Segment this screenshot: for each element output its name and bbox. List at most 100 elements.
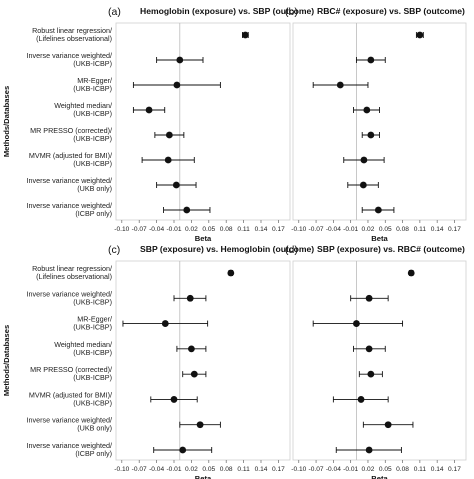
point-estimate — [241, 31, 249, 39]
x-tick-label: -0.10 — [114, 226, 129, 233]
method-label-line-1: Inverse variance weighted/ — [27, 176, 113, 185]
point-estimate — [145, 106, 153, 114]
x-tick-label: -0.07 — [132, 466, 147, 473]
x-tick-label: 0.17 — [448, 226, 461, 233]
y-axis-label: Methods/Databases — [2, 86, 11, 157]
point-estimate — [365, 446, 373, 454]
method-label-line-2: (UKB only) — [77, 184, 112, 193]
panel-title: SBP (exposure) vs. RBC# (outcome) — [317, 244, 465, 254]
method-label-line-1: MR-Egger/ — [77, 76, 112, 85]
x-tick-label: 0.17 — [448, 466, 461, 473]
method-label-line-1: Robust linear regression/ — [32, 264, 112, 273]
x-tick-label: 0.14 — [431, 466, 444, 473]
method-label-line-1: Inverse variance weighted/ — [27, 201, 113, 210]
x-tick-label: -0.10 — [291, 466, 306, 473]
method-label: MVMR (adjusted for BMI)/(UKB-ICBP) — [29, 390, 112, 407]
x-tick-label: -0.01 — [343, 466, 358, 473]
method-label: Inverse variance weighted/(ICBP only) — [27, 201, 113, 218]
x-tick-label: 0.14 — [431, 226, 444, 233]
method-label-line-1: Inverse variance weighted/ — [27, 416, 113, 425]
x-tick-label: 0.14 — [255, 226, 268, 233]
method-label: Inverse variance weighted/(UKB-ICBP) — [27, 51, 113, 68]
method-label: Inverse variance weighted/(UKB-ICBP) — [27, 289, 113, 306]
point-estimate — [336, 81, 344, 89]
x-tick-label: 0.17 — [272, 226, 285, 233]
method-label: Weighted median/(UKB-ICBP) — [54, 340, 112, 357]
point-estimate — [164, 156, 172, 164]
x-tick-label: -0.01 — [343, 226, 358, 233]
method-label: Robust linear regression/(Lifelines obse… — [32, 264, 112, 281]
x-tick-label: 0.08 — [396, 466, 409, 473]
method-label-line-2: (UKB-ICBP) — [73, 84, 112, 93]
method-label-line-1: Weighted median/ — [54, 340, 112, 349]
point-estimate — [357, 396, 365, 403]
x-tick-label: 0.17 — [272, 466, 285, 473]
method-label-line-1: Inverse variance weighted/ — [27, 51, 113, 60]
point-estimate — [367, 370, 375, 378]
x-axis-label: Beta — [371, 234, 388, 243]
point-estimate — [183, 206, 191, 214]
x-tick-label: 0.05 — [379, 466, 392, 473]
x-tick-label: 0.14 — [255, 466, 268, 473]
method-label-line-2: (ICBP only) — [75, 449, 112, 458]
method-label: Inverse variance weighted/(UKB only) — [27, 416, 113, 433]
method-label-line-1: MVMR (adjusted for BMI)/ — [29, 151, 112, 160]
panel-letter: (c) — [108, 244, 120, 256]
point-estimate — [170, 396, 178, 403]
method-label-line-1: Robust linear regression/ — [32, 26, 112, 35]
x-tick-label: 0.02 — [362, 466, 375, 473]
method-label-line-1: MR PRESSO (corrected)/ — [30, 126, 112, 135]
method-label: MR-Egger/(UKB-ICBP) — [73, 76, 112, 93]
x-tick-label: 0.08 — [220, 226, 233, 233]
point-estimate — [367, 56, 375, 64]
x-tick-label: 0.11 — [237, 226, 250, 233]
x-tick-label: -0.07 — [309, 226, 324, 233]
x-tick-label: 0.11 — [414, 226, 427, 233]
panel-letter: (d) — [285, 244, 298, 256]
panel-d: (d) SBP (exposure) vs. RBC# (outcome) -0.1… — [285, 244, 467, 479]
x-axis-label: Beta — [195, 234, 212, 243]
method-label-line-1: Weighted median/ — [54, 101, 112, 110]
x-tick-label: 0.02 — [362, 226, 375, 233]
plot-frame — [115, 22, 291, 221]
x-tick-label: 0.02 — [185, 466, 198, 473]
plot-frame — [292, 22, 467, 221]
method-label-line-2: (Lifelines observational) — [36, 272, 112, 281]
panel-a: (a) Hemoglobin (exposure) vs. SBP (outcom… — [2, 6, 314, 243]
x-tick-label: -0.04 — [326, 466, 341, 473]
method-label: MR PRESSO (corrected)/(UKB-ICBP) — [30, 365, 112, 382]
method-label-line-2: (UKB-ICBP) — [73, 398, 112, 407]
method-label-line-2: (UKB-ICBP) — [73, 59, 112, 68]
point-estimate — [165, 131, 173, 139]
method-label-line-1: Inverse variance weighted/ — [27, 441, 113, 450]
method-label: Robust linear regression/(Lifelines obse… — [32, 26, 112, 43]
method-label-line-2: (ICBP only) — [75, 209, 112, 218]
point-estimate — [196, 421, 204, 429]
y-axis-label: Methods/Databases — [2, 325, 11, 396]
method-label-line-2: (UKB-ICBP) — [73, 323, 112, 332]
x-tick-label: 0.02 — [185, 226, 198, 233]
method-label-line-2: (UKB-ICBP) — [73, 373, 112, 382]
x-tick-label: -0.01 — [166, 466, 181, 473]
point-estimate — [384, 421, 392, 429]
x-tick-label: 0.08 — [396, 226, 409, 233]
point-estimate — [407, 269, 415, 277]
method-label-line-2: (UKB-ICBP) — [73, 297, 112, 306]
x-tick-label: 0.11 — [414, 466, 427, 473]
method-label-line-1: Inverse variance weighted/ — [27, 289, 113, 298]
point-estimate — [367, 131, 375, 139]
point-estimate — [365, 294, 373, 302]
x-tick-label: -0.04 — [149, 466, 164, 473]
x-axis-label: Beta — [195, 474, 212, 479]
method-label-line-1: MVMR (adjusted for BMI)/ — [29, 390, 112, 399]
point-estimate — [363, 106, 371, 114]
method-label-line-1: MR PRESSO (corrected)/ — [30, 365, 112, 374]
method-label-line-2: (UKB-ICBP) — [73, 348, 112, 357]
panel-c: (c) SBP (exposure) vs. Hemoglobin (outcom… — [2, 244, 314, 479]
point-estimate — [365, 345, 373, 353]
x-axis-label: Beta — [371, 474, 388, 479]
x-tick-label: -0.10 — [291, 226, 306, 233]
point-estimate — [359, 181, 367, 189]
panel-b: (b) RBC# (exposure) vs. SBP (outcome) -0.1… — [285, 6, 467, 243]
